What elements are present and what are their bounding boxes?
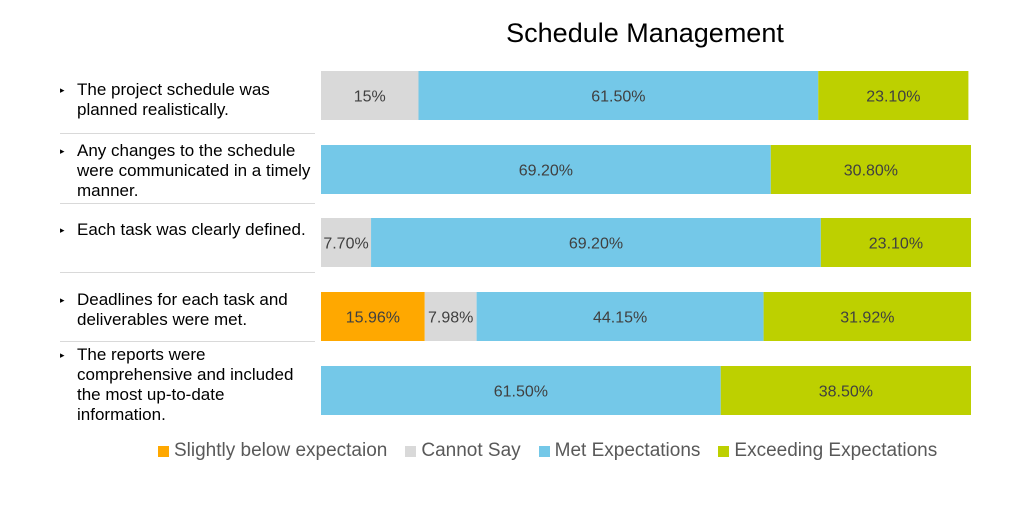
legend-label: Cannot Say (421, 440, 521, 461)
bar-data-label: 61.50% (591, 89, 645, 106)
bullet-icon: ▸ (60, 85, 65, 95)
row-separator (60, 133, 315, 134)
legend-item-exceeding-expectations: Exceeding Expectations (718, 440, 937, 462)
bar-segment (770, 145, 971, 194)
bar-data-label: 7.98% (428, 310, 473, 327)
bar-data-label: 30.80% (844, 163, 898, 180)
legend-item-met-expectations: Met Expectations (538, 440, 701, 462)
row-separator (60, 341, 315, 342)
legend-swatch (405, 445, 417, 457)
row-label-schedule-planned: ▸ The project schedule was planned reali… (60, 80, 315, 120)
bar-segment (321, 145, 771, 194)
bar-data-label: 23.10% (869, 236, 923, 253)
row-separator (60, 203, 315, 204)
bar-segment (424, 292, 477, 341)
legend-label: Slightly below expectaion (174, 440, 388, 461)
legend-swatch (158, 445, 169, 457)
bar-segment (818, 71, 969, 120)
bullet-icon: ▸ (60, 295, 65, 305)
row-label-changes-communicated: ▸ Any changes to the schedule were commu… (60, 141, 315, 201)
bar-data-label: 61.50% (494, 384, 548, 401)
row-label-text: Deadlines for each task and deliverables… (77, 290, 288, 329)
row-label-text: The project schedule was planned realist… (77, 80, 270, 119)
bar-data-label: 38.50% (819, 384, 873, 401)
bar-data-label: 44.15% (593, 310, 647, 327)
chart-title: Schedule Management (506, 18, 784, 48)
bar-data-label: 15% (354, 89, 386, 106)
legend-label: Met Expectations (554, 440, 701, 461)
bullet-icon: ▸ (60, 225, 65, 235)
row-label-text: The reports were comprehensive and inclu… (77, 345, 294, 424)
row-label-text: Each task was clearly defined. (77, 220, 306, 239)
bar-data-label: 15.96% (346, 310, 400, 327)
row-label-reports-comprehensive: ▸ The reports were comprehensive and inc… (60, 345, 315, 425)
bar-segment (720, 366, 971, 415)
bar-segment (321, 71, 419, 120)
row-label-task-defined: ▸ Each task was clearly defined. (60, 220, 315, 240)
legend-swatch (718, 445, 730, 457)
legend-swatch (538, 445, 550, 457)
legend-label: Exceeding Expectations (734, 440, 938, 461)
legend-item-cannot-say: Cannot Say (405, 440, 521, 462)
bullet-icon: ▸ (60, 350, 65, 360)
bar-segment (763, 292, 972, 341)
bar-data-label: 7.70% (323, 236, 368, 253)
bar-segment (321, 218, 372, 267)
bar-segment (418, 71, 819, 120)
stacked-bar-chart: 15% 61.50% 23.10% 69.20% 30.80% 7.70% 69.20% 23… (321, 71, 972, 415)
row-label-text: Any changes to the schedule were communi… (77, 141, 311, 200)
bar-segment (371, 218, 821, 267)
bar-segment (321, 366, 721, 415)
bar-data-label: 23.10% (866, 89, 920, 106)
bar-segment (476, 292, 764, 341)
bar-data-label: 69.20% (519, 163, 573, 180)
chart-legend: Slightly below expectaion Cannot Say Met… (158, 440, 955, 462)
bar-data-label: 31.92% (840, 310, 894, 327)
bar-segment (321, 292, 425, 341)
bar-segment (820, 218, 971, 267)
bullet-icon: ▸ (60, 146, 65, 156)
bar-data-label: 69.20% (569, 236, 623, 253)
row-label-deadlines-met: ▸ Deadlines for each task and deliverabl… (60, 290, 315, 330)
legend-item-slightly-below: Slightly below expectaion (158, 440, 387, 462)
row-separator (60, 272, 315, 273)
